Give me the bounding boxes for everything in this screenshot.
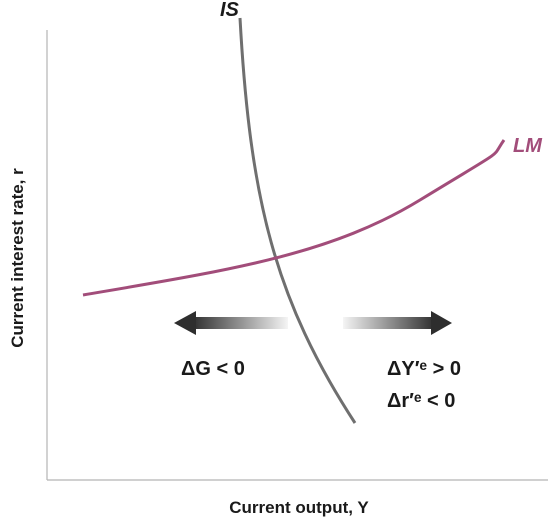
right-shift-arrow	[343, 311, 452, 335]
expected-output-change-label: ΔY′ᵉ > 0	[387, 358, 461, 380]
is-curve-label: IS	[220, 0, 240, 21]
lm-curve-label: LM	[513, 135, 543, 157]
govt-spending-change-label: ΔG < 0	[181, 358, 245, 380]
lm-curve	[82, 139, 506, 297]
expected-rate-change-label: Δr′ᵉ < 0	[387, 390, 455, 412]
x-axis-label: Current output, Y	[229, 498, 369, 517]
left-shift-arrow	[174, 311, 288, 335]
is-curve	[238, 17, 357, 424]
y-axis-label: Current interest rate, r	[8, 168, 27, 348]
